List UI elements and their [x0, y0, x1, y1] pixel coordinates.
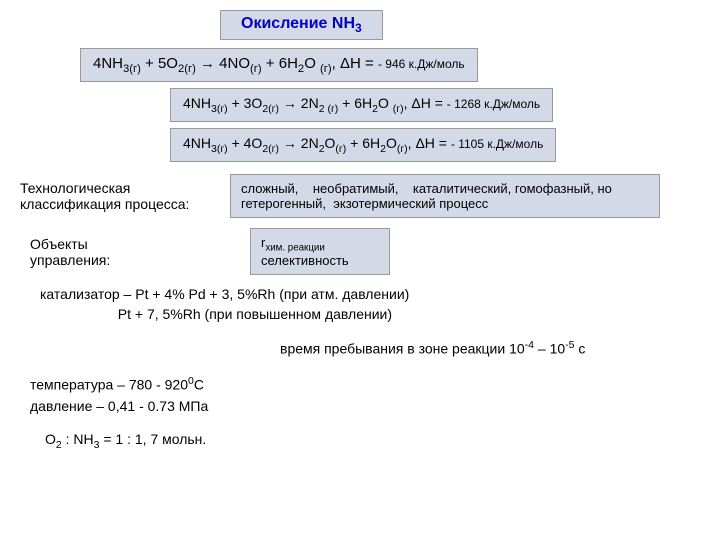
- e: -4: [525, 339, 534, 351]
- val: - 946 к.Дж/моль: [378, 57, 465, 71]
- t: , ΔH =: [404, 95, 447, 111]
- val: - 1268 к.Дж/моль: [447, 97, 540, 111]
- ratio-block: O2 : NH3 = 1 : 1, 7 мольн.: [45, 431, 700, 451]
- s: 2(г): [262, 103, 279, 115]
- t: O: [45, 431, 56, 447]
- t: , ΔH =: [332, 55, 378, 72]
- obj-l2: управления:: [30, 252, 250, 268]
- t: , ΔH =: [408, 135, 451, 151]
- t: + 5O: [141, 55, 178, 72]
- rsub: хим. реакции: [265, 242, 324, 253]
- residence-time: время пребывания в зоне реакции 10-4 – 1…: [280, 339, 700, 357]
- t: = 1 : 1, 7 мольн.: [99, 431, 206, 447]
- classification-row: Технологическая классификация процесса: …: [20, 174, 700, 218]
- s: 3(г): [123, 63, 141, 75]
- title-label: Окисление NH: [241, 15, 355, 32]
- s: (г): [397, 143, 408, 155]
- title-sub: 3: [355, 21, 362, 35]
- classification-label: Технологическая классификация процесса:: [20, 180, 230, 212]
- t: O: [304, 55, 320, 72]
- title-box: Окисление NH3: [220, 10, 383, 40]
- obj-l1: Объекты: [30, 236, 250, 252]
- e: -5: [565, 339, 574, 351]
- t: + 6H: [262, 55, 298, 72]
- t: температура – 780 - 920: [30, 377, 188, 393]
- objects-row: Объекты управления: rхим. реакции селект…: [30, 228, 700, 276]
- t: 4NH: [93, 55, 123, 72]
- s: (г): [320, 63, 332, 75]
- s: 2(г): [262, 143, 279, 155]
- t: → 2N: [279, 135, 319, 151]
- s: 2(г): [178, 63, 196, 75]
- t: с: [575, 340, 586, 356]
- objects-box: rхим. реакции селективность: [250, 228, 390, 276]
- t: + 6H: [338, 95, 372, 111]
- catalyst-block: катализатор – Pt + 4% Pd + 3, 5%Rh (при …: [40, 285, 700, 324]
- title-text: Окисление NH3: [241, 15, 362, 32]
- val: - 1105 к.Дж/моль: [451, 137, 543, 151]
- t: + 4O: [228, 135, 263, 151]
- s: (г): [250, 63, 262, 75]
- t: – 10: [534, 340, 565, 356]
- equation-2: 4NH3(г) + 3O2(г) → 2N2 (г) + 6H2O (г), Δ…: [170, 88, 553, 122]
- classification-box: сложный, необратимый, каталитический, го…: [230, 174, 660, 218]
- t: O: [386, 135, 397, 151]
- catalyst-line1: катализатор – Pt + 4% Pd + 3, 5%Rh (при …: [40, 285, 700, 305]
- t: : NH: [62, 431, 94, 447]
- t: 4NH: [183, 135, 211, 151]
- equation-1: 4NH3(г) + 5O2(г) → 4NO(г) + 6H2O (г), ΔH…: [80, 48, 478, 82]
- catalyst-line2: Pt + 7, 5%Rh (при повышенном давлении): [40, 305, 700, 325]
- s: 2 (г): [319, 103, 339, 115]
- t: + 3O: [228, 95, 263, 111]
- temp-pressure-block: температура – 780 - 9200С давление – 0,4…: [30, 374, 700, 417]
- t: 4NH: [183, 95, 211, 111]
- obj-line2: селективность: [261, 253, 379, 268]
- temperature-line: температура – 780 - 9200С: [30, 374, 700, 396]
- s: (г): [335, 143, 346, 155]
- t: С: [194, 377, 204, 393]
- s: (г): [393, 103, 404, 115]
- objects-label: Объекты управления:: [30, 236, 250, 268]
- pressure-line: давление – 0,41 - 0.73 МПа: [30, 396, 700, 417]
- t: + 6H: [346, 135, 380, 151]
- t: → 4NO: [196, 55, 250, 72]
- obj-line1: rхим. реакции: [261, 235, 379, 254]
- t: O: [325, 135, 336, 151]
- s: 3(г): [211, 143, 228, 155]
- s: 3(г): [211, 103, 228, 115]
- t: время пребывания в зоне реакции 10: [280, 340, 525, 356]
- t: O: [378, 95, 393, 111]
- t: → 2N: [279, 95, 319, 111]
- equation-3: 4NH3(г) + 4O2(г) → 2N2O(г) + 6H2O(г), ΔH…: [170, 128, 556, 162]
